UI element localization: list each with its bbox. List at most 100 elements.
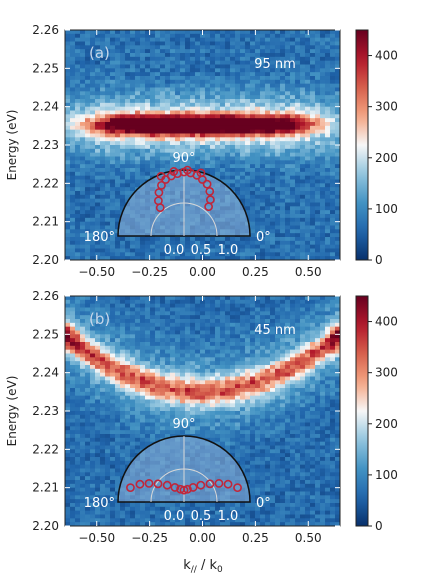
heatmap-cell bbox=[180, 349, 186, 354]
heatmap-cell bbox=[320, 349, 326, 354]
heatmap-cell bbox=[335, 357, 340, 362]
heatmap-cell bbox=[70, 244, 76, 249]
heatmap-cell bbox=[270, 388, 276, 393]
heatmap-cell bbox=[235, 299, 241, 305]
heatmap-cell bbox=[225, 299, 231, 305]
heatmap-cell bbox=[130, 141, 136, 146]
heatmap-cell bbox=[75, 156, 81, 161]
heatmap-cell bbox=[220, 53, 226, 58]
heatmap-cell bbox=[70, 353, 76, 358]
heatmap-cell bbox=[210, 326, 216, 331]
heatmap-cell bbox=[105, 202, 111, 207]
heatmap-cell bbox=[255, 233, 261, 238]
heatmap-cell bbox=[185, 68, 191, 73]
heatmap-cell bbox=[160, 357, 166, 362]
heatmap-cell bbox=[120, 60, 126, 65]
heatmap-cell bbox=[85, 137, 91, 142]
heatmap-cell bbox=[250, 322, 256, 328]
heatmap-cell bbox=[130, 395, 136, 400]
heatmap-cell bbox=[320, 202, 326, 207]
x-tick-label: 0.00 bbox=[189, 265, 216, 279]
heatmap-cell bbox=[150, 380, 156, 385]
heatmap-cell bbox=[205, 168, 211, 173]
heatmap-cell bbox=[300, 353, 306, 358]
heatmap-cell bbox=[185, 87, 191, 92]
colorbar-tick-label: 200 bbox=[375, 151, 398, 165]
heatmap-cell bbox=[240, 299, 246, 305]
heatmap-cell bbox=[220, 338, 226, 343]
heatmap-cell bbox=[140, 141, 146, 146]
heatmap-cell bbox=[80, 349, 86, 354]
heatmap-cell bbox=[215, 164, 221, 169]
heatmap-cell bbox=[320, 87, 326, 92]
heatmap-cell bbox=[255, 129, 261, 134]
heatmap-cell bbox=[215, 118, 221, 123]
heatmap-cell bbox=[195, 299, 201, 305]
heatmap-cell bbox=[75, 252, 81, 257]
heatmap-cell bbox=[310, 175, 316, 180]
heatmap-cell bbox=[210, 240, 216, 246]
heatmap-cell bbox=[300, 76, 306, 81]
heatmap-cell bbox=[305, 137, 311, 142]
heatmap-cell bbox=[160, 118, 166, 123]
heatmap-cell bbox=[120, 118, 126, 123]
heatmap-cell bbox=[300, 33, 306, 39]
heatmap-cell bbox=[215, 49, 221, 54]
heatmap-cell bbox=[265, 33, 271, 39]
heatmap-cell bbox=[325, 87, 331, 92]
heatmap-cell bbox=[240, 30, 246, 35]
heatmap-cell bbox=[135, 256, 141, 260]
heatmap-cell bbox=[280, 319, 286, 324]
heatmap-cell bbox=[95, 53, 101, 58]
heatmap-cell bbox=[295, 175, 301, 180]
heatmap-cell bbox=[85, 299, 91, 305]
heatmap-cell bbox=[160, 372, 166, 377]
heatmap-cell bbox=[315, 361, 321, 366]
heatmap-cell bbox=[335, 244, 340, 249]
heatmap-cell bbox=[260, 372, 266, 377]
heatmap-cell bbox=[120, 64, 126, 69]
heatmap-cell bbox=[130, 237, 136, 242]
heatmap-cell bbox=[330, 372, 336, 377]
heatmap-cell bbox=[275, 330, 281, 335]
heatmap-cell bbox=[130, 125, 136, 131]
heatmap-cell bbox=[270, 225, 276, 230]
heatmap-cell bbox=[250, 125, 256, 131]
heatmap-cell bbox=[240, 319, 246, 324]
heatmap-cell bbox=[295, 64, 301, 69]
heatmap-cell bbox=[195, 110, 201, 115]
heatmap-cell bbox=[320, 244, 326, 249]
heatmap-cell bbox=[175, 60, 181, 65]
heatmap-cell bbox=[240, 79, 246, 85]
heatmap-cell bbox=[210, 311, 216, 316]
heatmap-cell bbox=[210, 296, 216, 301]
heatmap-cell bbox=[145, 30, 151, 35]
heatmap-cell bbox=[300, 315, 306, 320]
heatmap-cell bbox=[225, 338, 231, 343]
heatmap-cell bbox=[250, 299, 256, 305]
heatmap-cell bbox=[65, 311, 71, 316]
heatmap-cell bbox=[260, 315, 266, 320]
heatmap-cell bbox=[180, 110, 186, 115]
heatmap-cell bbox=[330, 368, 336, 374]
heatmap-cell bbox=[155, 376, 161, 381]
heatmap-cell bbox=[80, 141, 86, 146]
heatmap-cell bbox=[230, 303, 236, 308]
heatmap-cell bbox=[300, 388, 306, 393]
heatmap-cell bbox=[235, 148, 241, 154]
heatmap-cell bbox=[65, 60, 71, 65]
heatmap-cell bbox=[120, 45, 126, 50]
heatmap-cell bbox=[100, 56, 106, 62]
heatmap-cell bbox=[130, 391, 136, 397]
heatmap-cell bbox=[295, 299, 301, 305]
heatmap-cell bbox=[160, 296, 166, 301]
heatmap-cell bbox=[170, 79, 176, 85]
panels: −0.50 −0.25 0.00 0.25 0.502.202.212.222.232.… bbox=[5, 23, 398, 545]
heatmap-cell bbox=[250, 315, 256, 320]
heatmap-cell bbox=[65, 37, 71, 42]
heatmap-cell bbox=[280, 202, 286, 207]
heatmap-cell bbox=[335, 202, 340, 207]
heatmap-cell bbox=[255, 125, 261, 131]
heatmap-cell bbox=[295, 133, 301, 138]
heatmap-cell bbox=[300, 64, 306, 69]
